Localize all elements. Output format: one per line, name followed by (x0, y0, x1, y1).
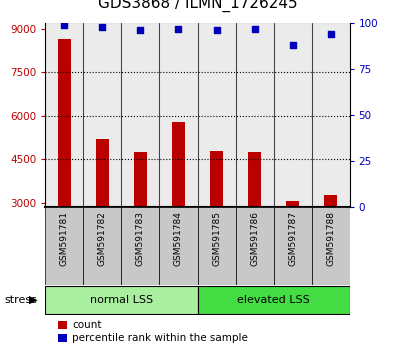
Bar (45, 23, 83, 207)
Bar (160, 207, 198, 285)
Bar (235, 23, 273, 207)
Point (175, 26, 182, 32)
Text: elevated LSS: elevated LSS (237, 295, 310, 305)
Text: GSM591786: GSM591786 (250, 211, 259, 266)
Point (61, 22, 68, 28)
Point (99, 24, 105, 29)
Bar (198, 23, 235, 207)
Text: GDS3868 / ILMN_1726245: GDS3868 / ILMN_1726245 (98, 0, 297, 12)
Bar (134, 152, 147, 290)
Bar (45, 207, 83, 285)
Bar (122, 207, 160, 285)
Text: stress: stress (4, 295, 37, 305)
Bar (312, 207, 350, 285)
Text: GSM591788: GSM591788 (326, 211, 335, 266)
Bar (198, 286, 350, 314)
Bar (198, 207, 235, 285)
Bar (83, 207, 122, 285)
Point (137, 28, 144, 33)
Bar (286, 201, 299, 290)
Point (327, 31, 334, 37)
Text: GSM591783: GSM591783 (136, 211, 145, 266)
Bar (312, 23, 350, 207)
Legend: count, percentile rank within the sample: count, percentile rank within the sample (58, 320, 248, 343)
Text: GSM591787: GSM591787 (288, 211, 297, 266)
Bar (160, 23, 198, 207)
Text: GSM591782: GSM591782 (98, 211, 107, 266)
Text: normal LSS: normal LSS (90, 295, 153, 305)
Bar (58, 39, 71, 290)
Bar (172, 121, 185, 290)
Bar (248, 152, 261, 290)
Point (251, 26, 258, 32)
Bar (273, 23, 312, 207)
Bar (96, 139, 109, 290)
Bar (122, 23, 160, 207)
Point (290, 42, 296, 48)
Text: GSM591784: GSM591784 (174, 211, 183, 266)
Bar (83, 23, 121, 207)
Point (213, 28, 220, 33)
Text: GSM591781: GSM591781 (60, 211, 69, 266)
Bar (210, 150, 223, 290)
Bar (45, 286, 198, 314)
Bar (273, 207, 312, 285)
Bar (235, 207, 274, 285)
Text: GSM591785: GSM591785 (212, 211, 221, 266)
Text: ▶: ▶ (29, 295, 38, 305)
Bar (324, 195, 337, 290)
